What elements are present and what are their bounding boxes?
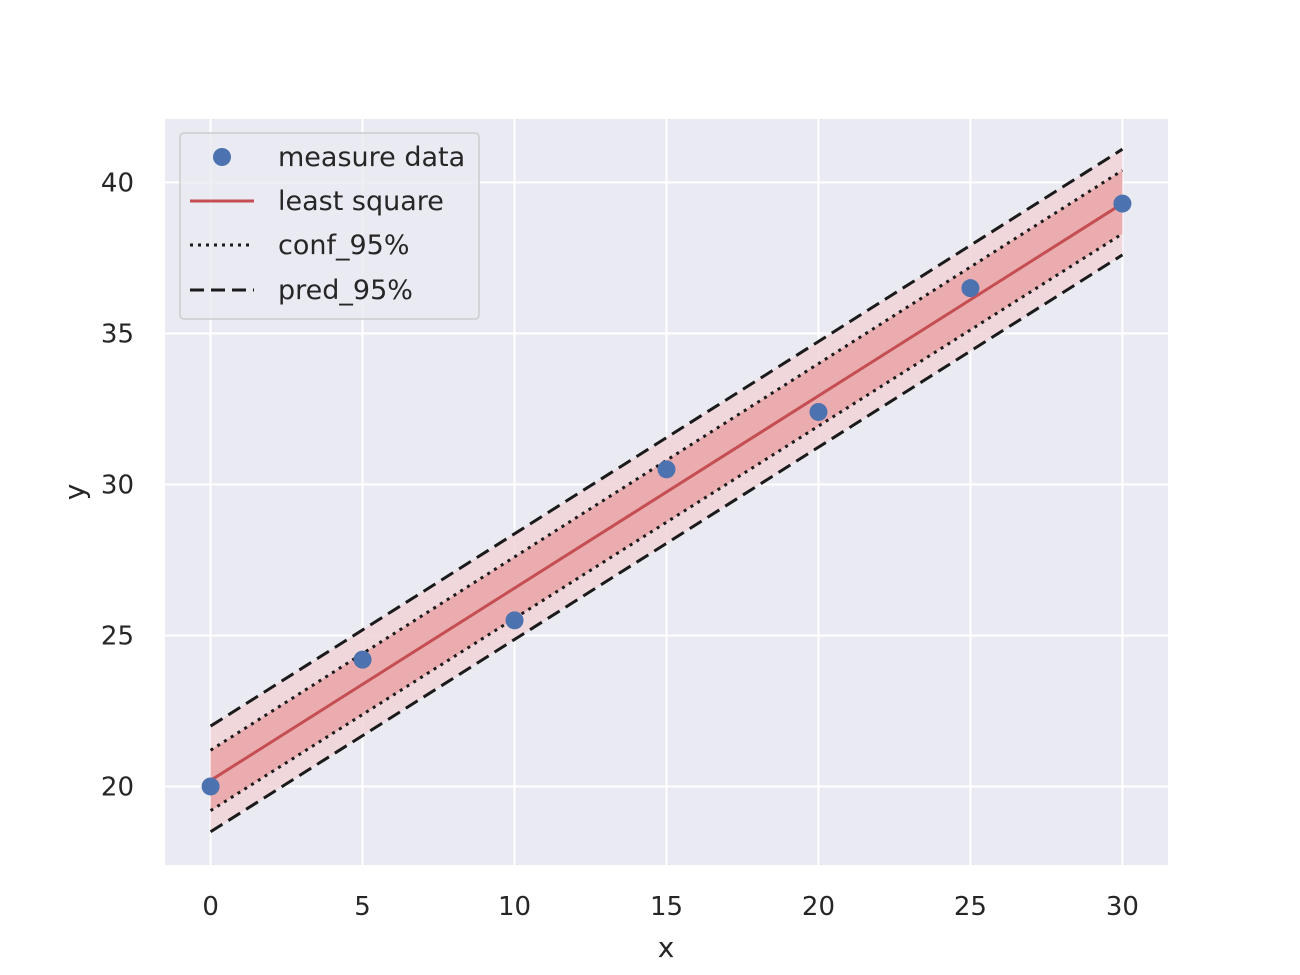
y-tick-label: 25 xyxy=(101,621,134,651)
measure-data-point xyxy=(353,650,372,669)
y-tick-labels: 20 25 30 35 40 xyxy=(101,168,134,802)
x-tick-labels: 0 5 10 15 20 25 30 xyxy=(202,892,1139,922)
y-tick-label: 40 xyxy=(101,168,134,198)
y-tick-label: 20 xyxy=(101,772,134,802)
y-tick-label: 30 xyxy=(101,470,134,500)
measure-data-point xyxy=(201,777,220,796)
x-tick-label: 10 xyxy=(498,892,531,922)
legend-label-conf-95: conf_95% xyxy=(278,230,410,261)
x-tick-label: 5 xyxy=(354,892,371,922)
x-axis-label: x xyxy=(658,931,675,964)
legend-label-least-square: least square xyxy=(278,186,444,217)
y-tick-label: 35 xyxy=(101,319,134,349)
x-tick-label: 0 xyxy=(202,892,219,922)
series-lines xyxy=(209,147,1124,834)
legend-marker-measure-data xyxy=(213,148,231,166)
least-square-line xyxy=(209,202,1124,782)
legend-label-measure-data: measure data xyxy=(278,142,465,173)
x-tick-label: 30 xyxy=(1106,892,1139,922)
x-tick-label: 25 xyxy=(954,892,987,922)
measure-data-point xyxy=(657,460,676,479)
pred-95-upper-line xyxy=(209,147,1124,728)
pred-95-lower-line xyxy=(209,253,1124,834)
legend-box xyxy=(179,132,480,320)
y-axis-label: y xyxy=(58,484,91,501)
legend: measure data least square conf_95% pred_… xyxy=(179,132,480,320)
x-tick-label: 20 xyxy=(802,892,835,922)
measure-data-point xyxy=(505,611,524,630)
measure-data-point xyxy=(961,279,980,298)
measure-data-point xyxy=(809,402,828,421)
measure-data-points xyxy=(201,194,1132,796)
x-tick-label: 15 xyxy=(650,892,683,922)
measure-data-point xyxy=(1113,194,1132,213)
legend-label-pred-95: pred_95% xyxy=(278,275,413,306)
